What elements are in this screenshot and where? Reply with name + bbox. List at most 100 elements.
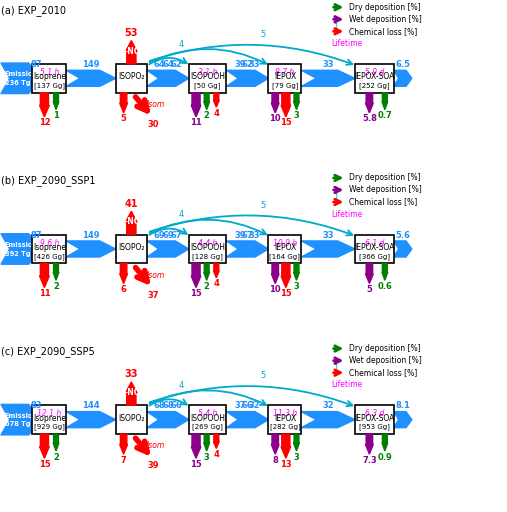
- FancyBboxPatch shape: [32, 64, 66, 93]
- Text: IEPOX-SOA: IEPOX-SOA: [354, 72, 394, 81]
- Text: [128 Gg]: [128 Gg]: [192, 253, 223, 260]
- Polygon shape: [53, 434, 59, 451]
- Text: 3: 3: [204, 453, 209, 461]
- Text: 32: 32: [322, 401, 334, 411]
- Polygon shape: [40, 264, 49, 288]
- Text: 87: 87: [31, 60, 42, 69]
- FancyBboxPatch shape: [189, 405, 227, 434]
- FancyBboxPatch shape: [355, 234, 393, 264]
- Text: 392 Tg: 392 Tg: [5, 251, 30, 257]
- Text: 39: 39: [234, 231, 246, 240]
- Text: 0.6: 0.6: [377, 282, 392, 291]
- Text: 15: 15: [280, 289, 292, 298]
- Text: 69: 69: [154, 231, 165, 240]
- FancyBboxPatch shape: [116, 405, 147, 434]
- Text: 4: 4: [179, 210, 184, 219]
- Polygon shape: [120, 93, 127, 113]
- Polygon shape: [366, 264, 373, 284]
- Text: [426 Gg]: [426 Gg]: [34, 253, 64, 260]
- FancyBboxPatch shape: [32, 405, 66, 434]
- Polygon shape: [66, 70, 116, 87]
- Text: Dry deposition [%]: Dry deposition [%]: [349, 174, 421, 182]
- FancyBboxPatch shape: [269, 405, 301, 434]
- Polygon shape: [204, 264, 209, 280]
- Text: 1: 1: [333, 364, 338, 373]
- Text: 69: 69: [162, 231, 174, 240]
- FancyBboxPatch shape: [116, 64, 147, 93]
- Text: +NO: +NO: [122, 217, 141, 226]
- Polygon shape: [382, 93, 388, 110]
- Text: ISOPOOH: ISOPOOH: [190, 243, 225, 252]
- Text: 39: 39: [148, 461, 159, 471]
- Text: 33: 33: [249, 60, 261, 69]
- Text: 149: 149: [82, 60, 100, 69]
- Text: IEPOX-SOA: IEPOX-SOA: [354, 243, 394, 252]
- Text: 149: 149: [82, 231, 100, 240]
- Text: 33: 33: [249, 231, 261, 240]
- Text: Wet deposition [%]: Wet deposition [%]: [349, 356, 422, 365]
- Text: 5: 5: [261, 201, 266, 209]
- Text: 6: 6: [121, 285, 127, 294]
- Text: 32: 32: [249, 401, 261, 411]
- Text: Isoprene: Isoprene: [33, 243, 66, 252]
- Polygon shape: [126, 40, 137, 64]
- Text: 1: 1: [333, 194, 338, 202]
- Text: [929 Gg]: [929 Gg]: [34, 424, 65, 431]
- Text: 13: 13: [280, 460, 292, 469]
- Text: 37: 37: [234, 401, 246, 411]
- Polygon shape: [227, 412, 269, 428]
- Text: 64: 64: [153, 60, 165, 69]
- Text: [137 Gg]: [137 Gg]: [34, 82, 65, 89]
- Text: 12: 12: [39, 118, 50, 127]
- Text: 62: 62: [242, 60, 254, 69]
- Polygon shape: [294, 93, 299, 110]
- Text: 66: 66: [171, 401, 183, 411]
- Text: 9.6 h: 9.6 h: [40, 239, 59, 247]
- Text: 4: 4: [179, 39, 184, 49]
- Polygon shape: [53, 93, 59, 110]
- Text: Chemical loss [%]: Chemical loss [%]: [349, 198, 417, 206]
- Text: Lifetime: Lifetime: [331, 209, 362, 219]
- Text: 30: 30: [148, 120, 159, 129]
- Polygon shape: [191, 264, 201, 288]
- Text: 1: 1: [53, 111, 59, 120]
- Text: 5.9 d: 5.9 d: [365, 68, 384, 77]
- FancyBboxPatch shape: [189, 234, 227, 264]
- Polygon shape: [147, 241, 189, 257]
- Polygon shape: [147, 70, 189, 87]
- Text: 2: 2: [204, 111, 209, 120]
- Polygon shape: [40, 93, 49, 117]
- Polygon shape: [191, 434, 201, 458]
- Text: Chemical loss [%]: Chemical loss [%]: [349, 368, 417, 377]
- Polygon shape: [1, 63, 41, 94]
- Text: Wet deposition [%]: Wet deposition [%]: [349, 185, 422, 195]
- Text: Isom: Isom: [147, 100, 165, 109]
- Polygon shape: [126, 382, 137, 405]
- Text: [164 Gg]: [164 Gg]: [269, 253, 300, 260]
- Text: 11: 11: [190, 118, 202, 127]
- Text: 67: 67: [242, 231, 254, 240]
- Text: 64: 64: [162, 60, 174, 69]
- Text: 15: 15: [39, 460, 50, 469]
- Polygon shape: [191, 93, 201, 117]
- Text: 5.8: 5.8: [362, 115, 377, 123]
- Text: 10: 10: [269, 115, 281, 123]
- Text: 53: 53: [125, 28, 138, 38]
- Text: [282 Gg]: [282 Gg]: [270, 424, 300, 431]
- Polygon shape: [294, 264, 299, 280]
- Text: 37: 37: [148, 291, 159, 300]
- FancyBboxPatch shape: [116, 234, 147, 264]
- Text: 62: 62: [171, 60, 183, 69]
- Text: 39: 39: [234, 60, 246, 69]
- Polygon shape: [66, 412, 116, 428]
- Text: ISOPOOH: ISOPOOH: [190, 414, 225, 422]
- Text: 8: 8: [272, 456, 278, 465]
- Text: Emission: Emission: [5, 242, 38, 248]
- Text: 3: 3: [294, 111, 299, 120]
- FancyBboxPatch shape: [355, 405, 393, 434]
- Text: 66: 66: [242, 401, 254, 411]
- Text: 6.3 d: 6.3 d: [365, 409, 384, 418]
- Text: 3: 3: [294, 453, 299, 461]
- Text: 68: 68: [162, 401, 174, 411]
- Polygon shape: [1, 404, 41, 435]
